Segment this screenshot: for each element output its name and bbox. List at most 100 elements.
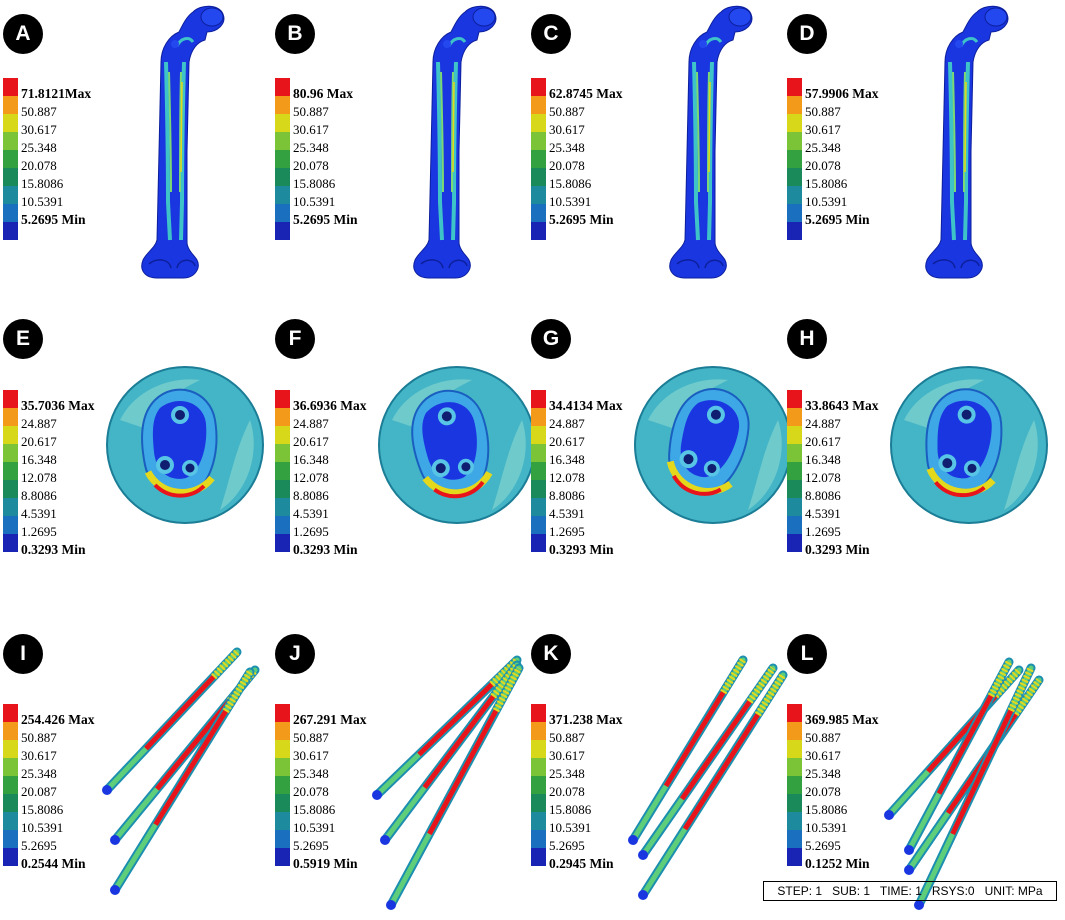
legend-max-label: 80.96 Max: [293, 86, 353, 101]
legend-band: 15.8086: [275, 168, 395, 191]
legend-band: 0.2945 Min: [531, 848, 651, 871]
legend-min-label: 0.5919 Min: [293, 856, 358, 871]
legend-min-label: 0.1252 Min: [805, 856, 870, 871]
screw-stress-model: [623, 640, 798, 920]
legend-min-label: 0.3293 Min: [805, 542, 870, 557]
legend-max-label: 254.426 Max: [21, 712, 95, 727]
legend-band: 1.2695: [787, 516, 907, 539]
legend-tick-label: 15.8086: [293, 802, 336, 817]
legend-swatch: [787, 96, 802, 114]
panel-h: H 33.8643 Max 24.887 20.617 16.348 12.078 8.8…: [784, 305, 1050, 605]
legend-swatch: [275, 444, 290, 462]
legend-swatch: [787, 758, 802, 776]
legend-tick-label: 1.2695: [549, 524, 585, 539]
legend-swatch: [275, 186, 290, 204]
legend-tick-label: 24.887: [805, 416, 841, 431]
legend-band: 1.2695: [275, 516, 395, 539]
legend-band: 8.8086: [275, 480, 395, 503]
legend-band: 16.348: [275, 444, 395, 467]
legend-band: 50.887: [531, 96, 651, 119]
legend-band: 10.5391: [531, 812, 651, 835]
legend-swatch: [3, 150, 18, 168]
legend-min-label: 0.2544 Min: [21, 856, 86, 871]
color-scale-legend: 71.8121Max 50.887 30.617 25.348 20.078 15.808…: [3, 78, 123, 240]
legend-band: 0.5919 Min: [275, 848, 395, 871]
legend-swatch: [531, 408, 546, 426]
legend-band: 15.8086: [3, 794, 123, 817]
legend-band: 30.617: [275, 740, 395, 763]
legend-min-label: 0.2945 Min: [549, 856, 614, 871]
legend-band: 5.2695 Min: [787, 204, 907, 227]
legend-swatch: [275, 498, 290, 516]
solution-info-box: STEP: 1 SUB: 1 TIME: 1 RSYS:0 UNIT: MPa: [763, 881, 1057, 901]
legend-band: 34.4134 Max: [531, 390, 651, 413]
panel-g: G 34.4134 Max 24.887 20.617 16.348 12.078 8.8…: [528, 305, 794, 605]
legend-band: 20.617: [3, 426, 123, 449]
legend-band: 16.348: [787, 444, 907, 467]
legend-swatch: [531, 758, 546, 776]
legend-min-label: 0.3293 Min: [21, 542, 86, 557]
legend-tick-label: 4.5391: [293, 506, 329, 521]
legend-swatch: [3, 114, 18, 132]
legend-band: 10.5391: [275, 186, 395, 209]
legend-swatch: [3, 96, 18, 114]
legend-band: 25.348: [275, 758, 395, 781]
legend-tick-label: 20.617: [21, 434, 57, 449]
legend-band: 12.078: [3, 462, 123, 485]
legend-band: 0.2544 Min: [3, 848, 123, 871]
legend-tick-label: 20.078: [293, 158, 329, 173]
legend-tick-label: 12.078: [21, 470, 57, 485]
legend-tick-label: 20.078: [805, 158, 841, 173]
legend-band: 20.078: [3, 150, 123, 173]
legend-swatch: [787, 516, 802, 534]
legend-tick-label: 25.348: [549, 140, 585, 155]
legend-tick-label: 30.617: [21, 122, 57, 137]
legend-tick-label: 25.348: [293, 140, 329, 155]
legend-swatch: [531, 132, 546, 150]
legend-swatch: [3, 704, 18, 722]
legend-tick-label: 10.5391: [549, 820, 592, 835]
legend-tick-label: 25.348: [21, 140, 57, 155]
femoral-head-section-model: [372, 360, 542, 535]
legend-band: 0.3293 Min: [3, 534, 123, 557]
legend-swatch: [531, 740, 546, 758]
femur-stress-model: [663, 2, 773, 292]
legend-swatch: [275, 222, 290, 240]
legend-band: 30.617: [275, 114, 395, 137]
panel-k: K 371.238 Max 50.887 30.617 25.348 20.078 15.8…: [528, 620, 794, 920]
legend-tick-label: 20.078: [805, 784, 841, 799]
legend-swatch: [531, 830, 546, 848]
legend-swatch: [275, 776, 290, 794]
color-scale-legend: 369.985 Max 50.887 30.617 25.348 20.078 15.80…: [787, 704, 907, 871]
legend-swatch: [531, 794, 546, 812]
legend-band: 50.887: [275, 722, 395, 745]
legend-max-label: 36.6936 Max: [293, 398, 367, 413]
legend-swatch: [531, 704, 546, 722]
color-scale-legend: 254.426 Max 50.887 30.617 25.348 20.087 15.80…: [3, 704, 123, 871]
legend-band: 24.887: [275, 408, 395, 431]
panel-letter-badge: K: [531, 634, 571, 674]
legend-tick-label: 50.887: [21, 730, 57, 745]
legend-swatch: [787, 722, 802, 740]
legend-band: 1.2695: [3, 516, 123, 539]
legend-tick-label: 20.078: [549, 158, 585, 173]
legend-band: 71.8121Max: [3, 78, 123, 101]
panel-letter-badge: C: [531, 14, 571, 54]
legend-tick-label: 4.5391: [805, 506, 841, 521]
legend-band: 12.078: [531, 462, 651, 485]
legend-swatch: [787, 78, 802, 96]
legend-swatch: [275, 150, 290, 168]
screw-stress-model: [879, 640, 1054, 920]
legend-band: 80.96 Max: [275, 78, 395, 101]
legend-band: 30.617: [787, 740, 907, 763]
legend-tick-label: 10.5391: [293, 194, 336, 209]
legend-tick-label: 25.348: [549, 766, 585, 781]
legend-swatch: [531, 534, 546, 552]
legend-band: 24.887: [3, 408, 123, 431]
legend-swatch: [3, 186, 18, 204]
legend-tick-label: 10.5391: [21, 820, 64, 835]
legend-swatch: [787, 534, 802, 552]
legend-tick-label: 8.8086: [549, 488, 585, 503]
legend-tick-label: 30.617: [21, 748, 57, 763]
legend-band: 50.887: [3, 722, 123, 745]
